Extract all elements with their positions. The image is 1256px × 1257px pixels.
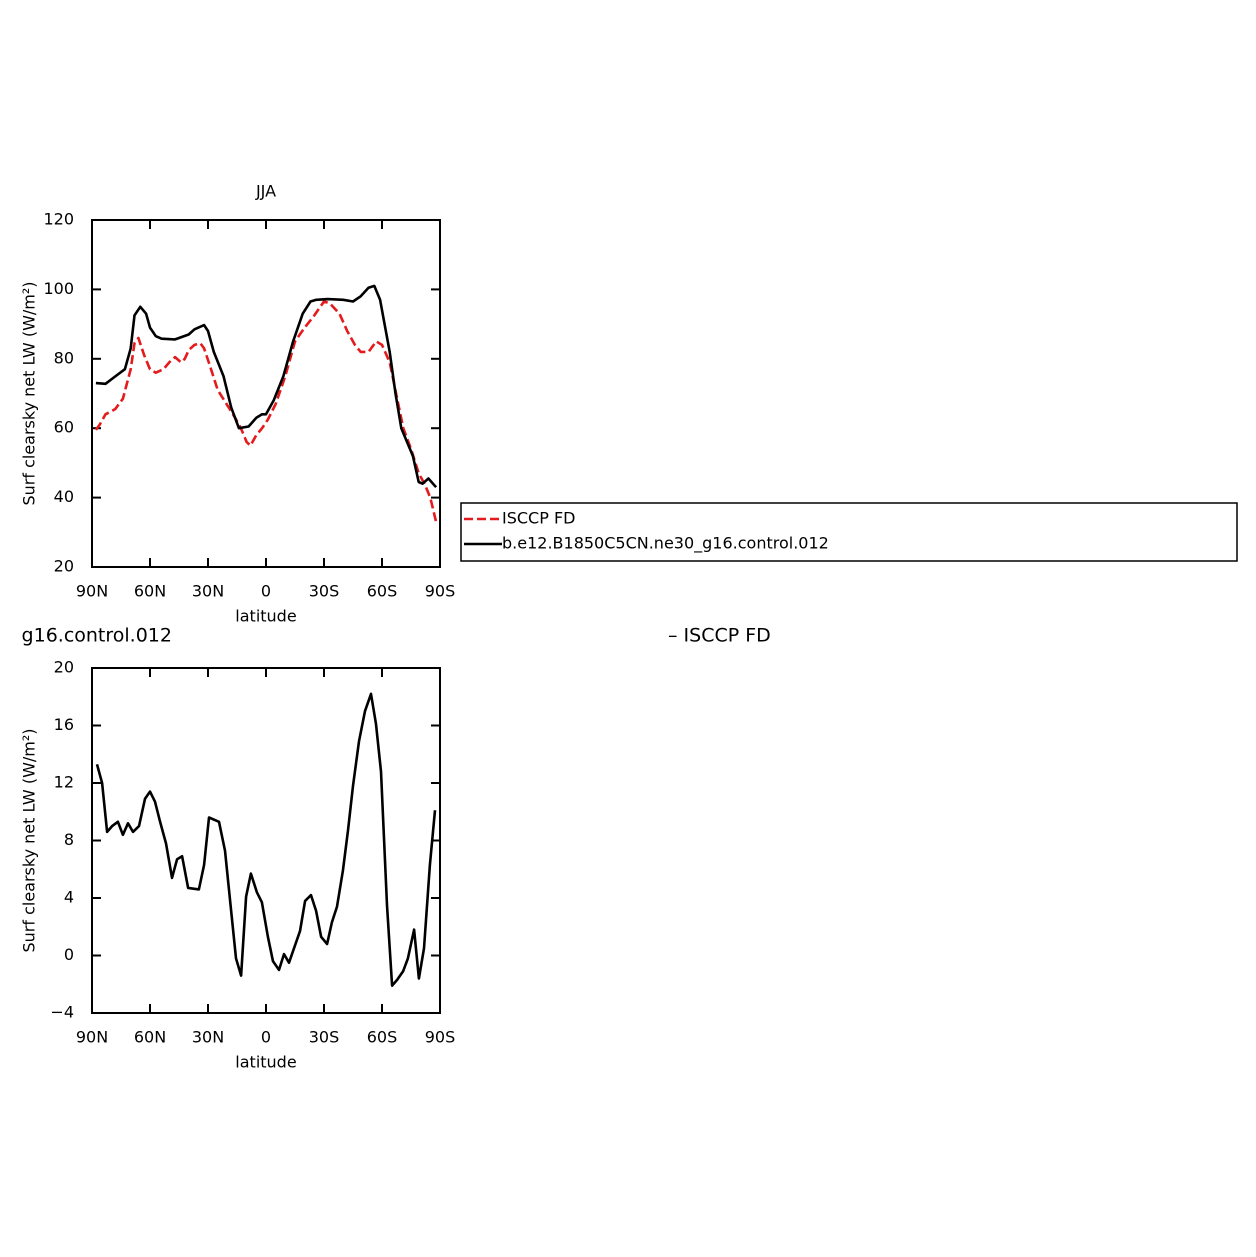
y-tick-label: 40 <box>54 487 74 506</box>
x-tick-label: 90S <box>425 1028 456 1047</box>
x-tick-label: 60N <box>134 582 166 601</box>
x-tick-label: 90S <box>425 582 456 601</box>
y-tick-label: 12 <box>54 773 74 792</box>
y-tick-label: 100 <box>43 279 74 298</box>
y-tick-label: 20 <box>54 658 74 677</box>
y-axis-label: Surf clearsky net LW (W/m²) <box>20 728 39 952</box>
legend-label: ISCCP FD <box>502 509 575 528</box>
y-tick-label: 0 <box>64 945 74 964</box>
y-tick-label: 60 <box>54 418 74 437</box>
y-tick-label: 4 <box>64 888 74 907</box>
chart-title: JJA <box>255 182 276 201</box>
x-tick-label: 90N <box>76 582 108 601</box>
y-tick-label: −4 <box>50 1003 74 1022</box>
series-line <box>95 692 437 987</box>
legend-box <box>460 502 1238 562</box>
y-tick-label: 120 <box>43 210 74 229</box>
x-tick-label: 60N <box>134 1028 166 1047</box>
x-tick-label: 0 <box>261 1028 271 1047</box>
y-axis-label: Surf clearsky net LW (W/m²) <box>20 281 39 505</box>
plot-frame <box>91 667 441 1014</box>
x-tick-label: 60S <box>367 1028 398 1047</box>
chart-title-left: g16.control.012 <box>22 625 172 647</box>
y-tick-label: 20 <box>54 557 74 576</box>
x-axis-label: latitude <box>235 607 296 626</box>
y-tick-label: 80 <box>54 348 74 367</box>
plot-frame <box>91 219 441 568</box>
legend-label: b.e12.B1850C5CN.ne30_g16.control.012 <box>502 534 829 554</box>
series-line <box>94 300 438 523</box>
x-tick-label: 30S <box>309 1028 340 1047</box>
x-axis-label: latitude <box>235 1053 296 1072</box>
x-tick-label: 30N <box>192 1028 224 1047</box>
chart-title-right: – ISCCP FD <box>668 625 771 647</box>
x-tick-label: 90N <box>76 1028 108 1047</box>
x-tick-label: 0 <box>261 582 271 601</box>
x-tick-label: 30S <box>309 582 340 601</box>
series-line <box>95 284 438 489</box>
y-tick-label: 8 <box>64 830 74 849</box>
x-tick-label: 60S <box>367 582 398 601</box>
x-tick-label: 30N <box>192 582 224 601</box>
y-tick-label: 16 <box>54 715 74 734</box>
